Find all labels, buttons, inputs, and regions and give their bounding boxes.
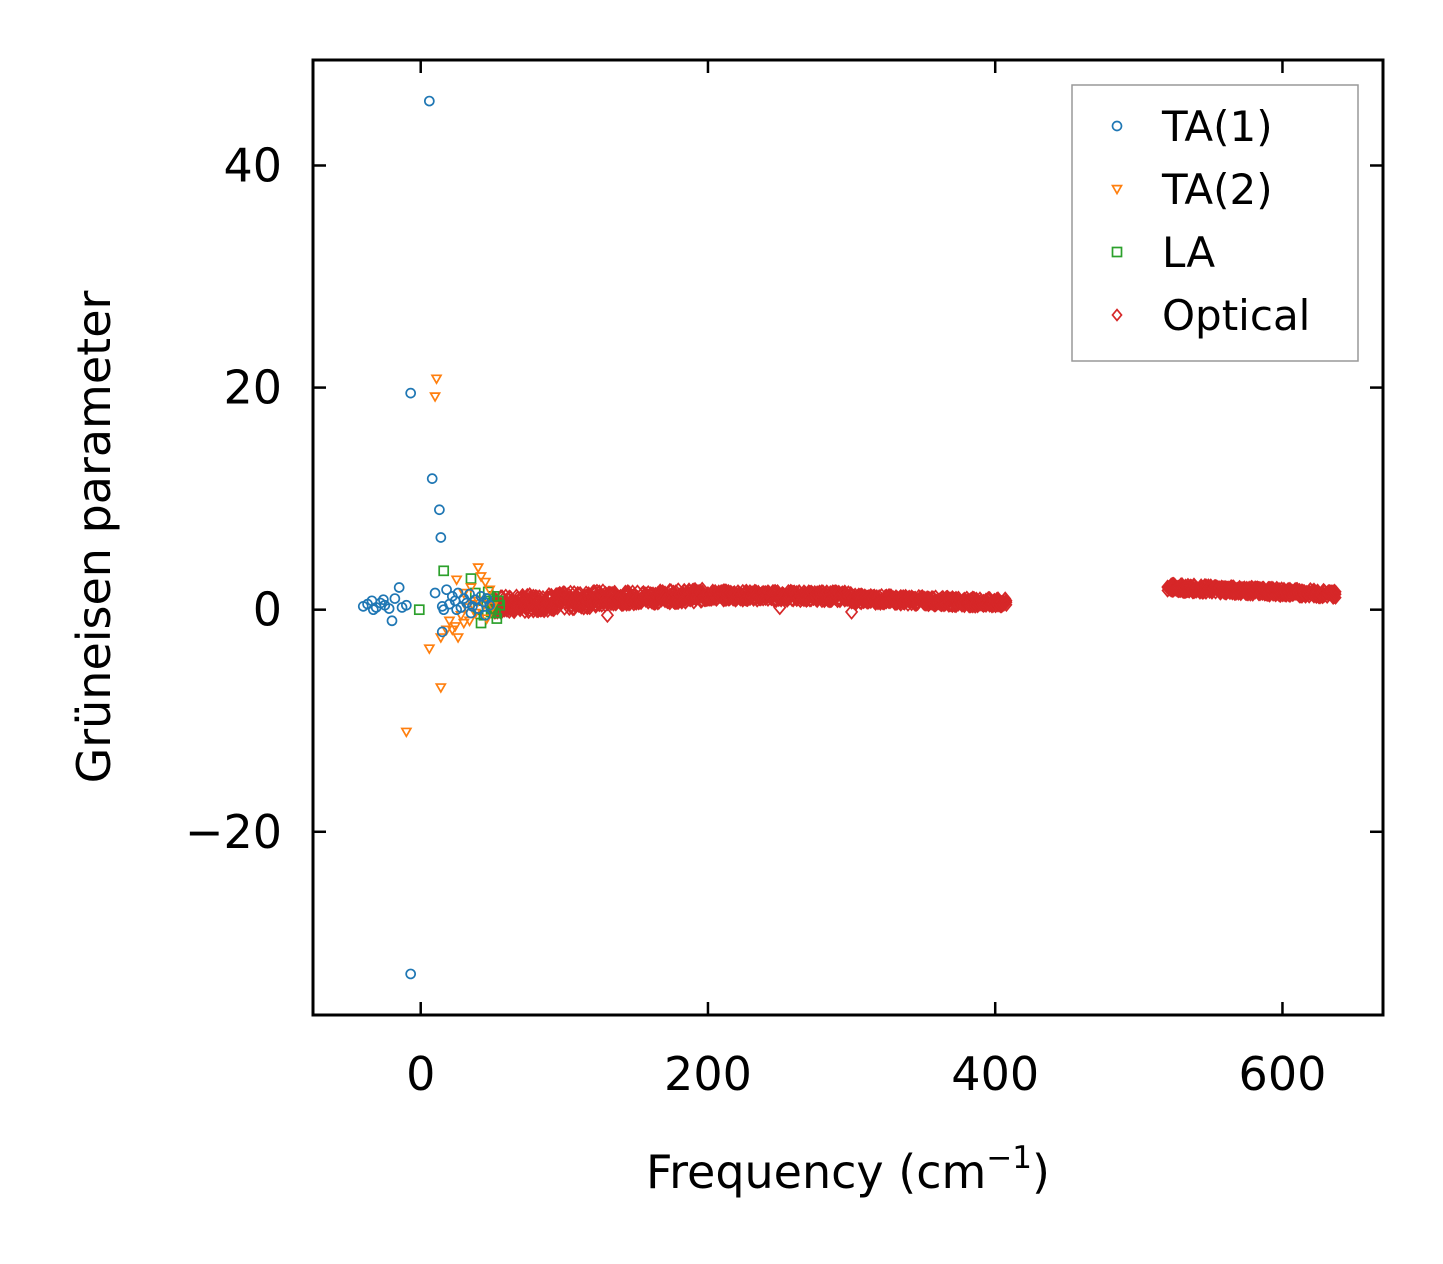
- x-axis-title-end: ): [1032, 1145, 1050, 1199]
- legend-marker-3: [1111, 308, 1123, 322]
- legend-label-3: Optical: [1162, 291, 1310, 340]
- x-tick-label-600: 600: [1239, 1047, 1327, 1101]
- optical-outlier-1: [844, 603, 859, 620]
- ta1-point-39: [436, 626, 448, 638]
- ta2-point-9: [452, 633, 465, 644]
- ta1-point-38: [484, 599, 496, 611]
- legend-frame: [1071, 84, 1359, 362]
- ta1-point-5: [405, 968, 417, 980]
- ta1-point-2: [426, 473, 438, 484]
- y-tick-label-0: 0: [253, 583, 282, 637]
- x-tick-label-200: 200: [664, 1047, 752, 1101]
- la-point-1: [438, 565, 450, 577]
- ta1-point-14: [389, 593, 401, 604]
- legend-marker-2: [1111, 246, 1123, 258]
- legend-marker-0: [1111, 120, 1123, 132]
- legend-marker-1: [1111, 184, 1123, 196]
- ta1-point-15: [393, 582, 405, 593]
- y-tick-label--20: −20: [185, 805, 282, 859]
- ta2-point-2: [400, 727, 413, 739]
- ta1-point-27: [452, 587, 464, 599]
- ta1-point-42: [479, 609, 491, 621]
- optical-point-band3-388: [1000, 593, 1013, 608]
- x-tick-label-400: 400: [951, 1047, 1039, 1101]
- ta1-point-3: [434, 504, 445, 516]
- legend-entries: TA(1) TA(2) LA Optical: [1111, 102, 1310, 340]
- ta2-point-18: [472, 563, 485, 574]
- ta1-point-31: [464, 588, 475, 600]
- ta2-point-21: [457, 588, 470, 600]
- ta2-point-20: [450, 575, 463, 586]
- optical-point-band3-387: [1000, 594, 1013, 610]
- ta2-point-27: [440, 625, 453, 636]
- plot-frame: [311, 58, 1385, 1017]
- data-layer: [357, 95, 1342, 980]
- optical-point-band3-389: [1000, 597, 1013, 613]
- ta1-point-32: [467, 600, 478, 612]
- legend-label-2: LA: [1162, 228, 1215, 277]
- ta1-point-18: [378, 594, 389, 606]
- ta1-point-23: [441, 584, 452, 596]
- y-axis-title: Grüneisen parameter: [67, 290, 121, 783]
- ta1-point-13: [386, 615, 398, 627]
- ta1-point-12: [383, 603, 395, 614]
- x-tick-label-0: 0: [406, 1047, 435, 1101]
- la-point-0: [413, 604, 425, 616]
- ta1-point-19: [367, 604, 379, 616]
- ta2-point-19: [479, 577, 492, 589]
- ta1-point-4: [435, 532, 447, 543]
- optical-point-band4-421: [1329, 586, 1342, 602]
- legend-label-0: TA(1): [1161, 102, 1273, 151]
- optical-outlier-0: [600, 607, 615, 624]
- ta2-point-22: [465, 583, 477, 594]
- ta2-point-8: [449, 622, 462, 633]
- ta2-point-23: [483, 585, 496, 596]
- ta2-point-5: [434, 633, 447, 644]
- ta2-point-3: [434, 683, 447, 694]
- x-axis-title: Frequency (cm−1): [646, 1140, 1050, 1199]
- ta1-point-41: [465, 607, 477, 619]
- optical-outlier-2: [773, 599, 787, 616]
- ta1-point-17: [401, 599, 412, 611]
- la-point-13: [491, 613, 503, 624]
- ta1-point-37: [481, 593, 493, 604]
- ta1-point-22: [438, 604, 450, 616]
- legend-label-1: TA(2): [1161, 165, 1273, 214]
- ta2-point-1: [429, 392, 442, 403]
- ticks-layer: 0 200 400 600 −20 0 20 40: [185, 60, 1383, 1101]
- la-point-2: [465, 573, 477, 584]
- legend: TA(1) TA(2) LA Optical: [1071, 84, 1359, 362]
- ta2-point-17: [475, 572, 488, 583]
- ta1-point-40: [451, 604, 462, 616]
- ta1-point-20: [429, 587, 441, 599]
- ta2-point-24: [486, 602, 499, 613]
- la-point-5: [475, 617, 487, 629]
- optical-point-band4-422: [1329, 584, 1342, 600]
- ta2-point-0: [430, 374, 443, 385]
- y-tick-label-20: 20: [223, 361, 282, 415]
- x-axis-title-superscript: −1: [986, 1140, 1032, 1176]
- ta1-point-0: [423, 95, 435, 107]
- ta1-point-1: [405, 387, 417, 399]
- ta2-point-6: [443, 616, 456, 627]
- x-axis-title-main: Frequency (cm: [646, 1145, 986, 1199]
- y-tick-label-40: 40: [223, 138, 282, 192]
- ta1-point-36: [478, 596, 490, 608]
- ta2-point-4: [423, 644, 436, 655]
- ta2-point-11: [457, 618, 470, 630]
- ta1-point-35: [475, 591, 487, 602]
